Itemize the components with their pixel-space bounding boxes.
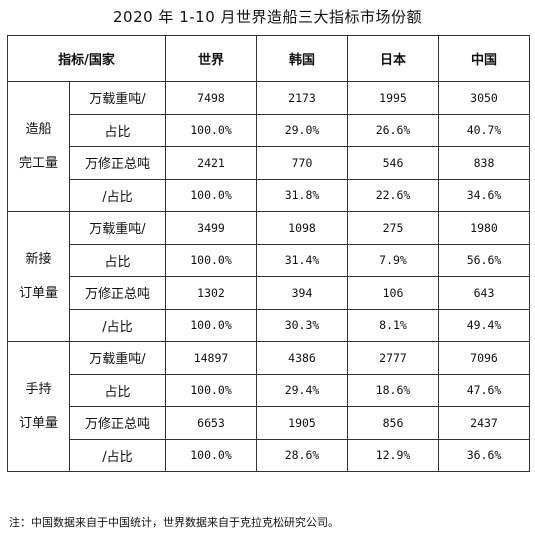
value-cell-japan: 7.9%: [347, 243, 439, 277]
value-cell-china: 49.4%: [438, 308, 530, 342]
value-cell-world: 100.0%: [165, 308, 257, 342]
value-cell-world: 2421: [165, 146, 257, 180]
value-cell-korea: 28.6%: [256, 438, 348, 472]
unit-cell: /占比: [69, 178, 166, 212]
value-cell-korea: 4386: [256, 341, 348, 375]
header-japan: 日本: [347, 35, 439, 82]
value-cell-korea: 31.4%: [256, 243, 348, 277]
value-cell-japan: 8.1%: [347, 308, 439, 342]
value-cell-japan: 12.9%: [347, 438, 439, 472]
table-row: /占比 100.0% 28.6% 12.9% 36.6%: [8, 438, 530, 472]
metric-name-line: 订单量: [18, 285, 58, 301]
value-cell-japan: 546: [347, 146, 439, 180]
value-cell-korea: 29.0%: [256, 113, 348, 147]
table-row: 占比 100.0% 29.4% 18.6% 47.6%: [8, 373, 530, 407]
value-cell-world: 100.0%: [165, 373, 257, 407]
table-row: 万修正总吨 2421 770 546 838: [8, 146, 530, 180]
unit-cell: 占比: [69, 113, 166, 147]
unit-cell: 万载重吨/: [69, 341, 166, 375]
table-row: 手持 订单量 万载重吨/14897 4386 2777 7096: [7, 341, 530, 472]
value-cell-korea: 1905: [256, 406, 348, 440]
value-cell-world: 100.0%: [165, 243, 257, 277]
table-row: /占比 100.0% 30.3% 8.1% 49.4%: [8, 308, 530, 342]
unit-cell: 万载重吨/: [69, 81, 166, 115]
value-cell-world: 100.0%: [165, 113, 257, 147]
value-cell-world: 6653: [165, 406, 257, 440]
value-cell-korea: 30.3%: [256, 308, 348, 342]
value-cell-china: 2437: [438, 406, 530, 440]
header-china: 中国: [438, 35, 530, 82]
header-world: 世界: [165, 35, 257, 82]
header-korea: 韩国: [256, 35, 348, 82]
value-cell-japan: 856: [347, 406, 439, 440]
value-cell-world: 3499: [165, 211, 257, 245]
unit-cell: 占比: [69, 373, 166, 407]
unit-cell: /占比: [69, 438, 166, 472]
unit-cell: 万修正总吨: [69, 146, 166, 180]
metric-name-cell: 造船 完工量: [7, 81, 70, 212]
table-row: 万修正总吨 6653 1905 856 2437: [8, 406, 530, 440]
metric-name-cell: 手持 订单量: [7, 341, 70, 472]
unit-cell: 万载重吨/: [69, 211, 166, 245]
value-cell-china: 34.6%: [438, 178, 530, 212]
value-cell-china: 3050: [438, 81, 530, 115]
value-cell-japan: 2777: [347, 341, 439, 375]
value-cell-china: 643: [438, 276, 530, 310]
table-row: /占比 100.0% 31.8% 22.6% 34.6%: [8, 178, 530, 212]
value-cell-japan: 26.6%: [347, 113, 439, 147]
metric-name-line: 造船: [25, 121, 52, 137]
value-cell-china: 838: [438, 146, 530, 180]
footnote: 注：中国数据来自于中国统计，世界数据来自于克拉克松研究公司。: [9, 516, 339, 529]
value-cell-korea: 394: [256, 276, 348, 310]
value-cell-japan: 22.6%: [347, 178, 439, 212]
table-body: 造船 完工量 万载重吨/7498 2173 1995 3050 占比 100.0% 29.0% 2…: [7, 81, 530, 472]
value-cell-world: 14897: [165, 341, 257, 375]
value-cell-japan: 106: [347, 276, 439, 310]
value-cell-korea: 1098: [256, 211, 348, 245]
metric-name-line: 新接: [25, 251, 52, 267]
value-cell-japan: 1995: [347, 81, 439, 115]
table-row: 新接 订单量 万载重吨/3499 1098 275 1980: [7, 211, 530, 342]
value-cell-korea: 29.4%: [256, 373, 348, 407]
value-cell-world: 7498: [165, 81, 257, 115]
value-cell-world: 100.0%: [165, 178, 257, 212]
page-title: 2020 年 1-10 月世界造船三大指标市场份额: [112, 8, 423, 26]
table-row: 万修正总吨 1302 394 106 643: [8, 276, 530, 310]
market-share-table: 指标/国家 世界 韩国 日本 中国 造船 完工量 万载重吨/7498 2173 1995…: [7, 35, 530, 472]
value-cell-china: 56.6%: [438, 243, 530, 277]
unit-cell: 占比: [69, 243, 166, 277]
table-row: 占比 100.0% 29.0% 26.6% 40.7%: [8, 113, 530, 147]
value-cell-world: 1302: [165, 276, 257, 310]
metric-name-line: 订单量: [18, 415, 58, 431]
metric-name-line: 完工量: [18, 155, 58, 171]
metric-name-cell: 新接 订单量: [7, 211, 70, 342]
value-cell-china: 36.6%: [438, 438, 530, 472]
unit-cell: 万修正总吨: [69, 276, 166, 310]
value-cell-korea: 770: [256, 146, 348, 180]
unit-cell: 万修正总吨: [69, 406, 166, 440]
header-indicator-country: 指标/国家: [7, 35, 166, 82]
value-cell-korea: 31.8%: [256, 178, 348, 212]
value-cell-china: 7096: [438, 341, 530, 375]
metric-name-line: 手持: [25, 381, 52, 397]
value-cell-world: 100.0%: [165, 438, 257, 472]
table-header-row: 指标/国家 世界 韩国 日本 中国: [7, 35, 530, 82]
value-cell-japan: 275: [347, 211, 439, 245]
table-row: 占比 100.0% 31.4% 7.9% 56.6%: [8, 243, 530, 277]
table-row: 造船 完工量 万载重吨/7498 2173 1995 3050: [7, 81, 530, 212]
value-cell-china: 47.6%: [438, 373, 530, 407]
unit-cell: /占比: [69, 308, 166, 342]
value-cell-korea: 2173: [256, 81, 348, 115]
value-cell-japan: 18.6%: [347, 373, 439, 407]
value-cell-china: 40.7%: [438, 113, 530, 147]
value-cell-china: 1980: [438, 211, 530, 245]
